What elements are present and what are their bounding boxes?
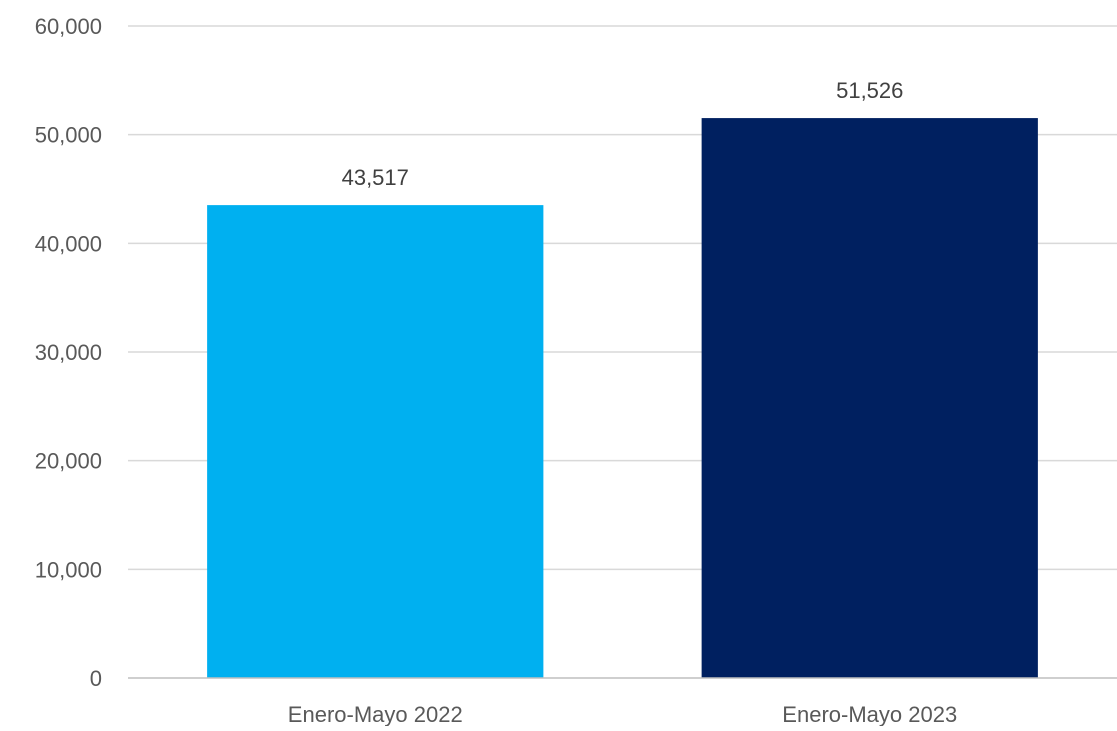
y-tick-label: 40,000 <box>35 231 102 256</box>
data-label: 51,526 <box>836 78 903 103</box>
y-tick-label: 50,000 <box>35 123 102 148</box>
bar-2 <box>701 118 1038 679</box>
x-tick-label: Enero-Mayo 2023 <box>782 702 957 726</box>
y-tick-label: 0 <box>90 666 102 691</box>
bars <box>207 118 1038 679</box>
y-tick-label: 10,000 <box>35 557 102 582</box>
bar-1 <box>207 205 544 678</box>
labels: 0 10,000 20,000 30,000 40,000 50,000 60,000 43,… <box>35 14 957 727</box>
y-tick-label: 30,000 <box>35 340 102 365</box>
x-tick-label: Enero-Mayo 2022 <box>288 702 463 726</box>
y-tick-label: 20,000 <box>35 449 102 474</box>
y-tick-label: 60,000 <box>35 14 102 39</box>
data-label: 43,517 <box>342 165 409 190</box>
